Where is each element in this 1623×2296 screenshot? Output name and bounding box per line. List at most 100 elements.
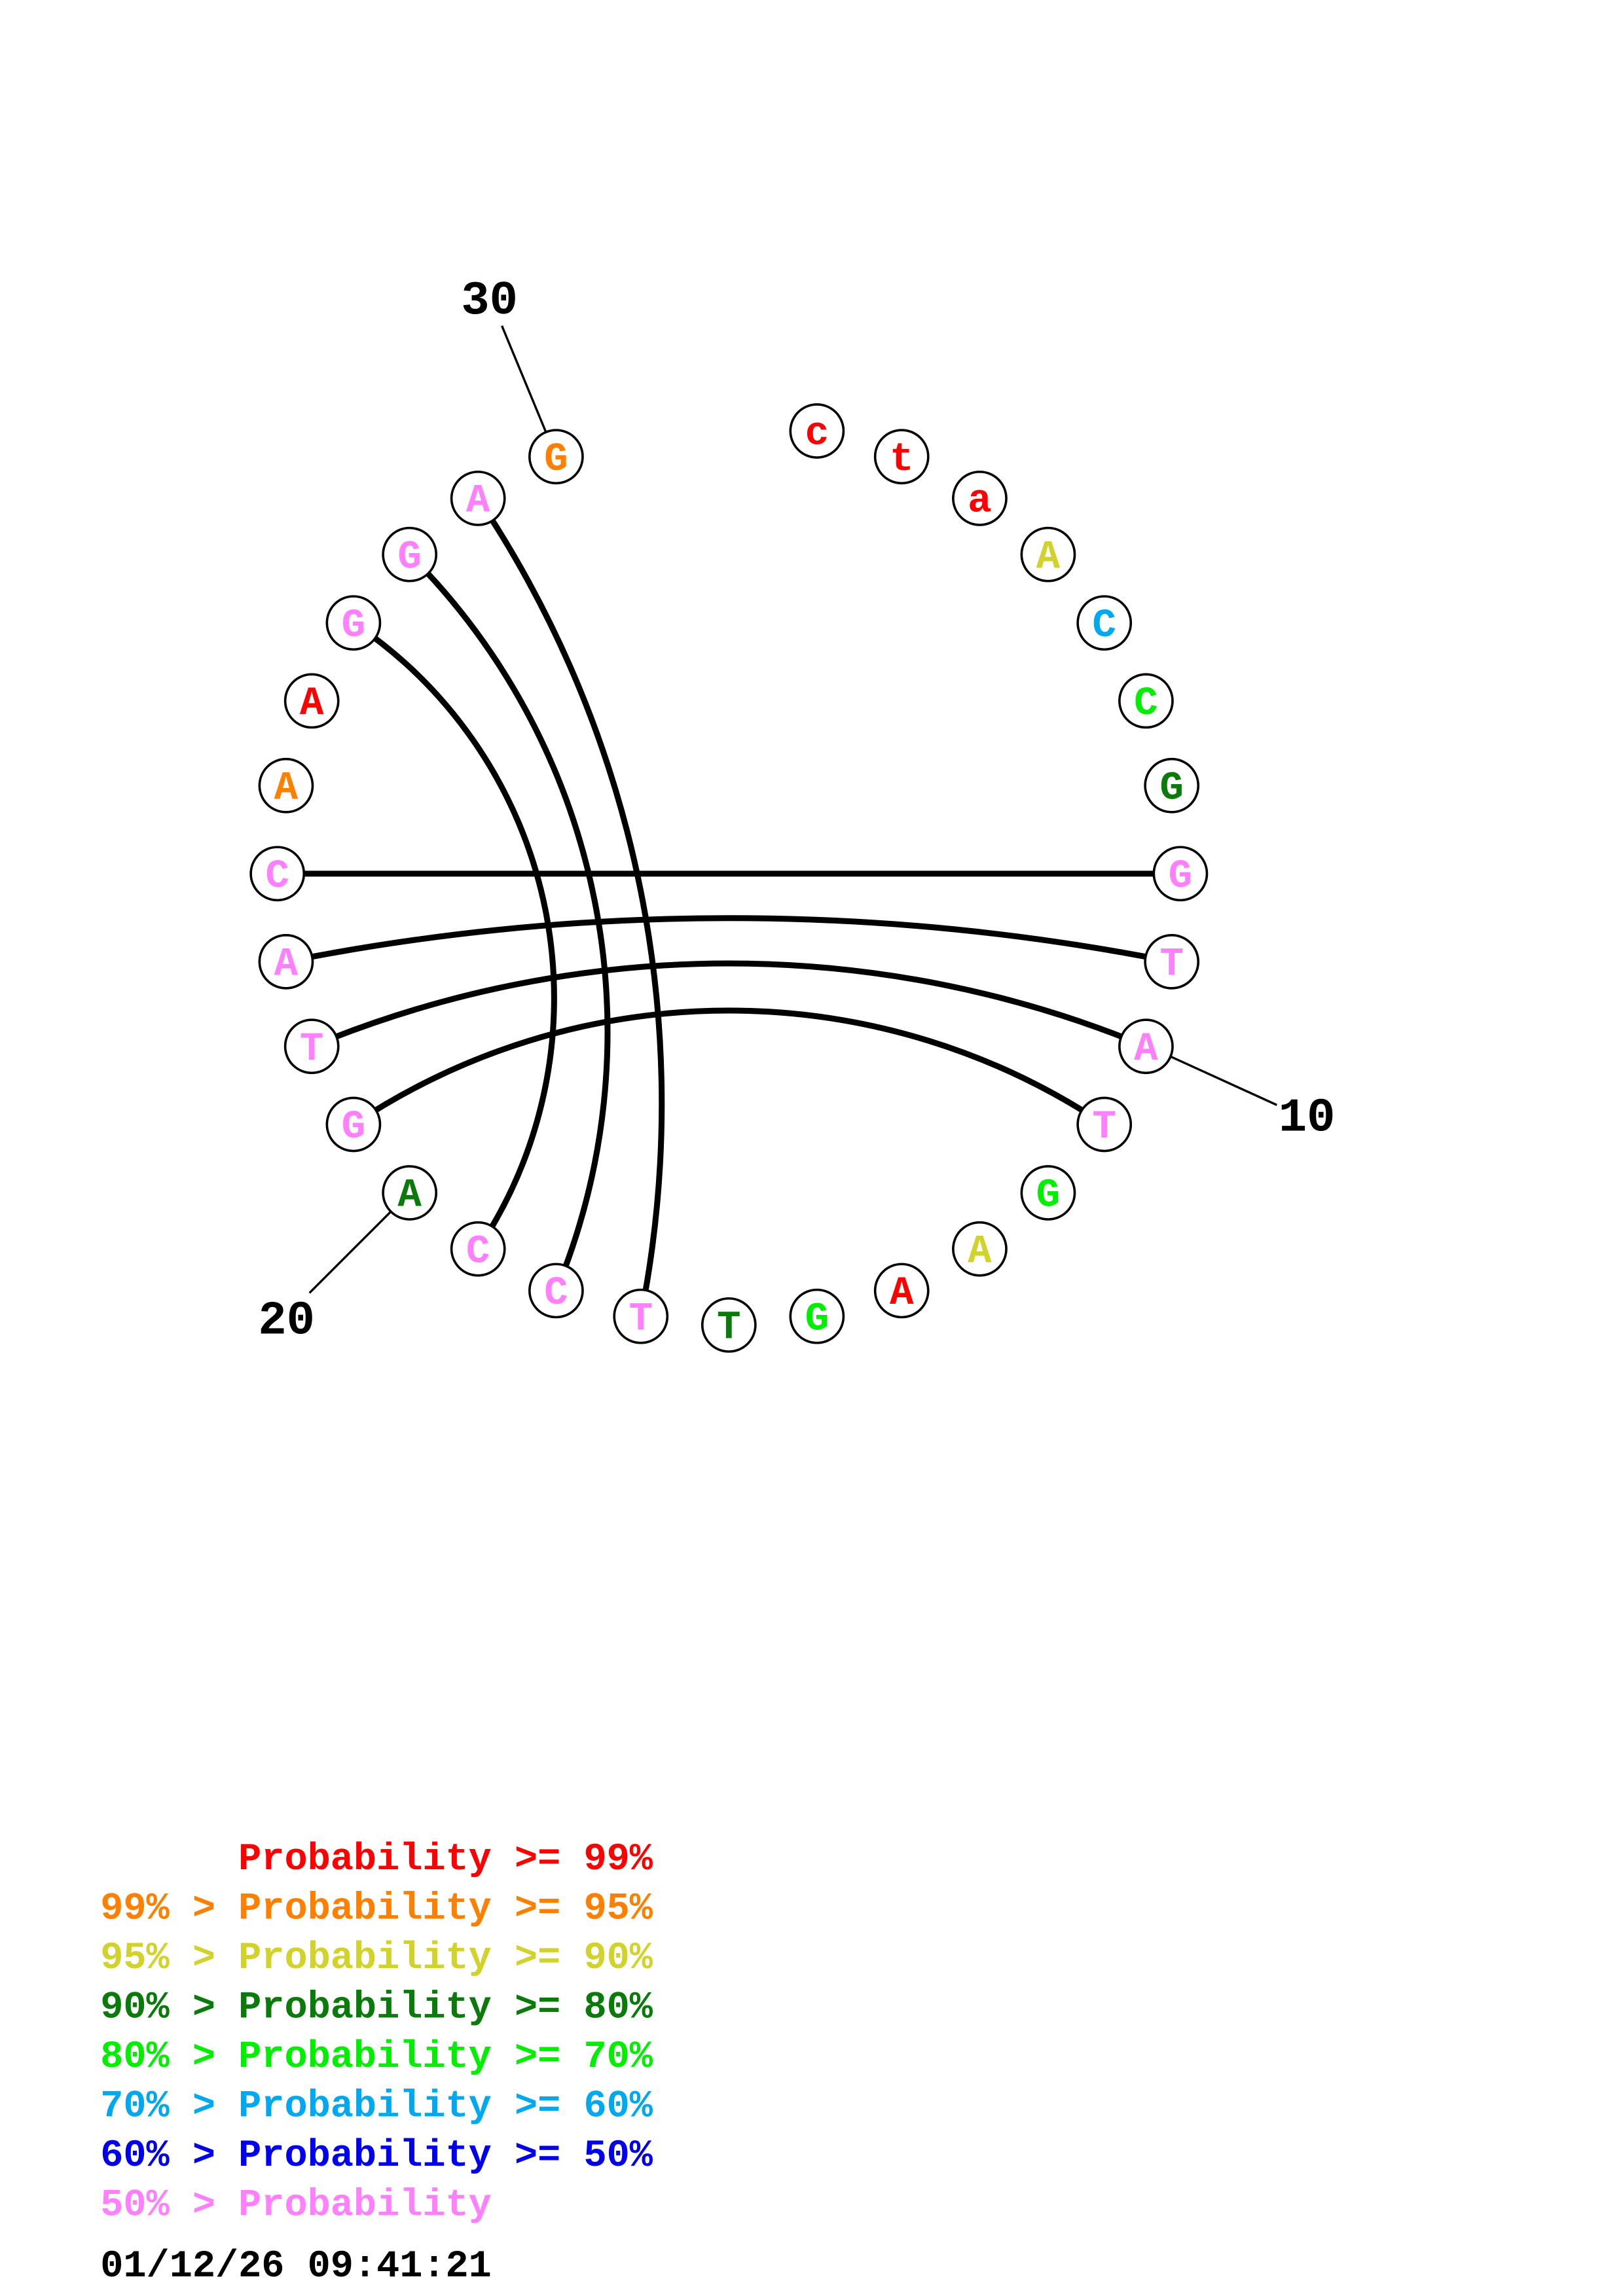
nucleotide-2: t — [873, 429, 930, 485]
nucleotide-15: G — [789, 1288, 845, 1344]
nucleotide-3: a — [952, 471, 1008, 526]
nucleotide-14: A — [873, 1263, 930, 1319]
nucleotide-letter: C — [466, 1229, 490, 1274]
nucleotide-30: G — [528, 429, 584, 485]
nucleotide-circle — [1076, 595, 1133, 651]
nucleotide-letter: C — [265, 854, 289, 899]
nucleotide-7: G — [1144, 757, 1200, 814]
nucleotide-letter: T — [1159, 942, 1184, 988]
nucleotide-letter: A — [890, 1271, 914, 1316]
nucleotide-circle — [789, 1288, 845, 1344]
nucleotide-circle — [249, 846, 306, 902]
nucleotide-17: T — [613, 1288, 669, 1344]
nucleotide-27: G — [325, 595, 382, 651]
nucleotide-circle — [382, 526, 438, 583]
nucleotide-circle — [1118, 673, 1174, 729]
nucleotide-8: G — [1152, 846, 1209, 902]
nucleotide-10: A — [1118, 1018, 1174, 1075]
position-label-30: 30 — [461, 274, 518, 328]
base-pair-arc-11-21 — [352, 1007, 1106, 1127]
nucleotide-circle — [283, 1018, 340, 1075]
legend-entry-p60: 70% > Probability >= 60% — [100, 2085, 653, 2128]
nucleotide-circle — [1144, 933, 1200, 990]
position-label-10: 10 — [1279, 1092, 1336, 1145]
nucleotide-letter: A — [1036, 535, 1061, 580]
nucleotide-circle — [382, 1165, 438, 1221]
nucleotide-circle — [325, 1096, 382, 1153]
nucleotide-letter: T — [717, 1306, 741, 1351]
nucleotide-letter: c — [805, 412, 830, 457]
nucleotide-circle — [528, 429, 584, 485]
nucleotide-letter: C — [1134, 681, 1158, 726]
nucleotide-letter: A — [466, 479, 490, 524]
nucleotide-letter: A — [274, 942, 299, 988]
nucleotide-circle — [1020, 526, 1076, 583]
position-tick-20 — [308, 1210, 392, 1294]
nucleotide-circle — [1076, 1096, 1133, 1153]
nucleotide-circle — [283, 673, 340, 729]
timestamp: 01/12/26 09:41:21 — [100, 2244, 492, 2288]
nucleotide-circle — [613, 1288, 669, 1344]
legend-entry-p95: 99% > Probability >= 95% — [100, 1887, 653, 1931]
nucleotide-circle — [873, 429, 930, 485]
legend-entry-lt50: 50% > Probability — [100, 2183, 492, 2227]
nucleotide-circle — [1152, 846, 1209, 902]
nucleotide-letter: T — [300, 1027, 324, 1072]
nucleotide-18: C — [528, 1263, 584, 1319]
nucleotide-letter: A — [300, 681, 324, 726]
nucleotide-letter: a — [968, 479, 992, 524]
nucleotide-letter: G — [1169, 854, 1193, 899]
nucleotide-circle — [952, 1221, 1008, 1277]
nucleotide-letter: T — [1092, 1105, 1116, 1150]
base-pair-arc-17-29 — [475, 496, 665, 1318]
position-tick-30 — [501, 325, 547, 433]
nucleotide-letter: G — [544, 437, 568, 482]
legend: Probability >= 99% 99% > Probability >= 9… — [100, 1837, 653, 2227]
legend-entry-p50: 60% > Probability >= 50% — [100, 2134, 653, 2178]
nucleotide-letter: C — [544, 1271, 568, 1316]
nucleotide-letter: G — [1159, 766, 1184, 812]
nucleotide-circle — [528, 1263, 584, 1319]
nucleotide-25: A — [258, 757, 314, 814]
nucleotide-circle — [873, 1263, 930, 1319]
nucleotide-11: T — [1076, 1096, 1133, 1153]
nucleotide-13: A — [952, 1221, 1008, 1277]
nucleotide-5: C — [1076, 595, 1133, 651]
base-pair-arc-9-23 — [285, 915, 1173, 965]
legend-entry-p99: Probability >= 99% — [100, 1837, 653, 1881]
nucleotide-circle — [952, 471, 1008, 526]
nucleotide-letter: T — [629, 1297, 653, 1342]
base-pair-arc-19-27 — [352, 620, 557, 1251]
nucleotide-9: T — [1144, 933, 1200, 990]
nucleotide-24: C — [249, 846, 306, 902]
nucleotide-letter: t — [890, 437, 914, 482]
nucleotide-circle — [789, 403, 845, 459]
position-ticks: 10 20 30 — [258, 274, 1335, 1348]
nucleotide-letter: G — [397, 535, 422, 580]
nucleotide-12: G — [1020, 1165, 1076, 1221]
position-label-20: 20 — [258, 1295, 315, 1348]
nucleotide-circle — [258, 933, 314, 990]
nucleotide-16: T — [701, 1297, 757, 1353]
nucleotide-circle — [325, 595, 382, 651]
nucleotide-26: A — [283, 673, 340, 729]
nucleotide-circle — [450, 471, 506, 526]
nucleotide-29: A — [450, 471, 506, 526]
nucleotide-letter: G — [805, 1297, 830, 1342]
nucleotide-circle — [258, 757, 314, 814]
nucleotide-20: A — [382, 1165, 438, 1221]
nucleotide-letter: A — [1134, 1027, 1158, 1072]
nucleotide-letter: A — [274, 766, 299, 812]
nucleotide-1: c — [789, 403, 845, 459]
base-pair-arcs — [277, 496, 1180, 1318]
nucleotide-letter: G — [342, 1105, 366, 1150]
nucleotide-19: C — [450, 1221, 506, 1277]
nucleotide-circle — [1020, 1165, 1076, 1221]
nucleotide-letter: G — [1036, 1174, 1061, 1219]
nucleotide-circle — [1144, 757, 1200, 814]
nucleotide-22: T — [283, 1018, 340, 1075]
nucleotide-letter: A — [968, 1229, 992, 1274]
nucleotide-circle — [450, 1221, 506, 1277]
